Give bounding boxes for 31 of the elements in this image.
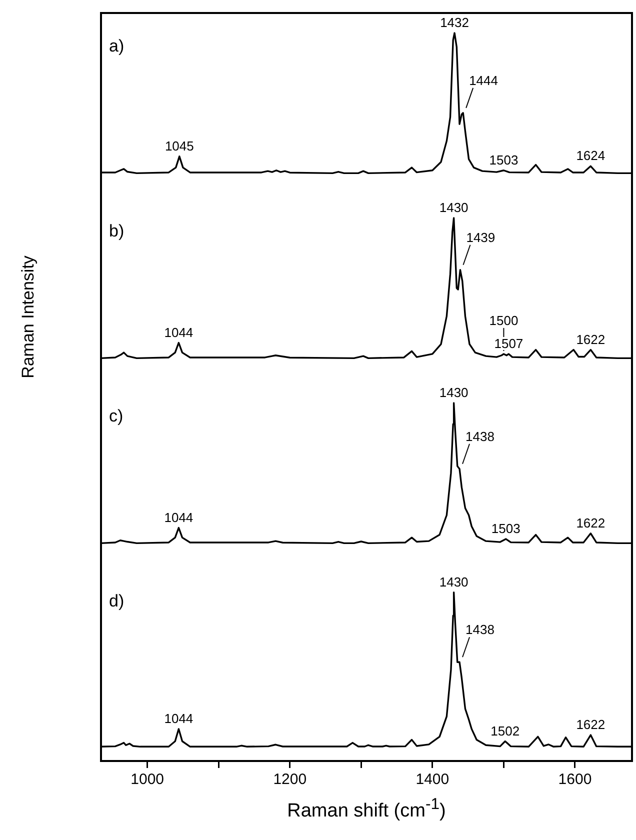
annotation: c) [109, 406, 124, 426]
annotation: 1044 [164, 324, 194, 340]
annotation: 1502 [490, 723, 520, 738]
x-tick-label: 1000 [130, 771, 164, 788]
annotation: 1624 [576, 148, 606, 164]
annotation: 1444 [469, 72, 498, 88]
annotation: 1045 [164, 138, 194, 154]
annotation: 1044 [164, 710, 194, 726]
x-tick-label: 1600 [558, 771, 592, 788]
annotation: a) [109, 36, 124, 56]
x-axis-title: Raman shift (cm$^{-1}$) [286, 796, 447, 822]
annotation: d) [109, 592, 124, 611]
x-tick-label: 1200 [273, 771, 307, 788]
annotation: 1430 [439, 385, 468, 400]
annotation: 1622 [576, 515, 606, 530]
y-axis-title: Raman Intensity [18, 256, 38, 378]
annotation: 1507 [494, 336, 524, 351]
annotation: 1503 [491, 520, 520, 536]
annotation: 1503 [489, 152, 518, 168]
annotation: 1500 [489, 312, 518, 328]
annotation: 1432 [440, 15, 469, 30]
annotation: 1438 [466, 428, 494, 444]
annotation: 1430 [439, 200, 468, 216]
annotation: 1044 [164, 510, 194, 525]
x-tick-label: 1400 [416, 771, 450, 788]
annotation: 1439 [466, 230, 496, 245]
annotation: 1622 [576, 332, 606, 347]
annotation: 1430 [439, 574, 468, 590]
annotation: b) [109, 222, 124, 241]
annotation: 1622 [576, 717, 606, 732]
annotation: 1438 [466, 622, 494, 638]
